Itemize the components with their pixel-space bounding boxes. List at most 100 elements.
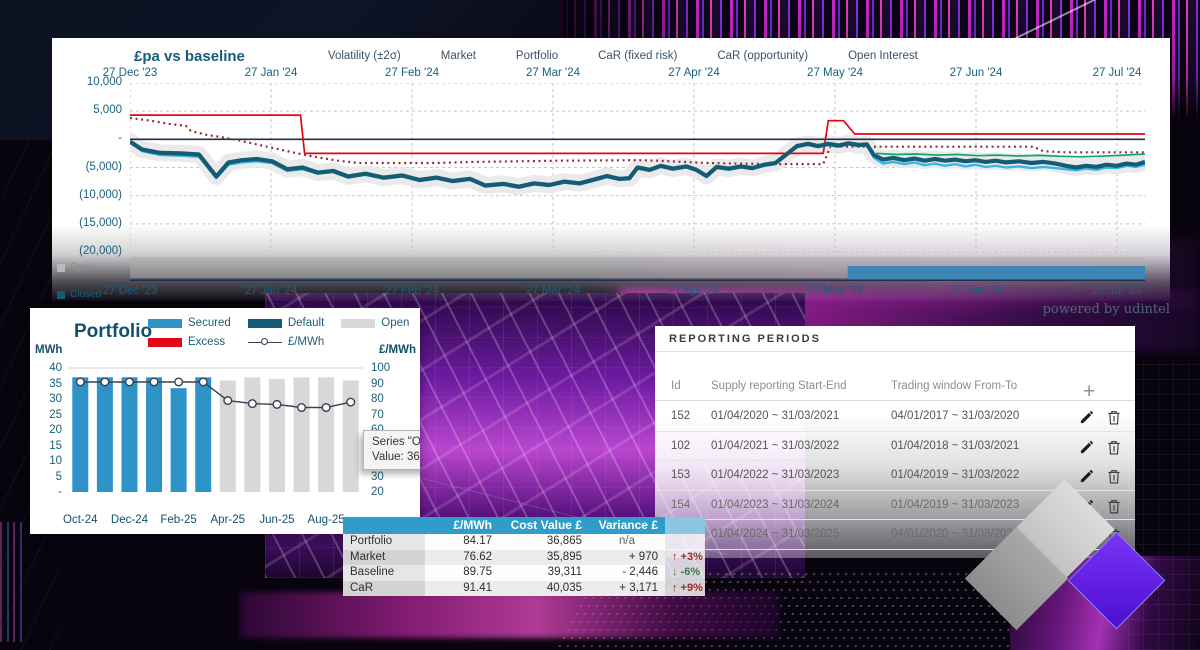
x-tick-label: 27 Apr '24	[668, 285, 720, 297]
legend-item-default[interactable]: Default	[247, 317, 324, 329]
legend-label: £/MWh	[287, 336, 325, 348]
main-chart-legend: Volatility (±2σ) Market Portfolio CaR (fixe…	[321, 50, 918, 62]
x-tick-label: 27 Feb '24	[385, 285, 439, 297]
delete-icon[interactable]	[1107, 410, 1122, 425]
variance-percent	[665, 534, 705, 550]
delete-icon[interactable]	[1107, 440, 1122, 455]
legend-item-car-opportunity[interactable]: CaR (opportunity)	[710, 50, 808, 62]
line-marker-2	[124, 377, 134, 387]
variance-value: - 2,446	[589, 565, 665, 581]
period-supply: 01/04/2024 ~ 31/03/2025	[711, 528, 840, 540]
line-marker-7	[247, 399, 257, 409]
left-tick: 40	[49, 362, 62, 374]
bar-open-6	[219, 380, 236, 492]
add-period-button[interactable]: +	[1083, 380, 1096, 403]
line-marker-0	[75, 377, 85, 387]
period-id: 153	[671, 469, 691, 481]
pa-vs-baseline-chart-panel: £pa vs baseline Volatility (±2σ) Market Po…	[52, 38, 1170, 301]
reporting-period-row[interactable]: 152 01/04/2020 ~ 31/03/2021 04/01/2017 ~ 3…	[655, 402, 1135, 432]
legend-label: Secured	[188, 317, 231, 329]
variance-mwh: 76.62	[425, 549, 499, 565]
legend-item-market[interactable]: Market	[434, 50, 476, 62]
strip-legend-closed: Closed	[57, 289, 101, 300]
variance-header-blank-4	[665, 517, 705, 534]
x-tick-label: 27 Feb '24	[385, 67, 439, 79]
line-marker-6	[223, 396, 233, 406]
right-axis-label: £/MWh	[378, 344, 416, 356]
strip-label: Closed	[70, 289, 102, 300]
variance-mwh: 84.17	[425, 534, 499, 550]
variance-row-label: Market	[343, 549, 425, 565]
strip-legend-open: Open	[57, 262, 94, 273]
x-tick-label: 27 Jan '24	[244, 67, 298, 79]
variance-header-variance: Variance £	[589, 517, 665, 534]
legend-item-volatility-2[interactable]: Volatility (±2σ)	[321, 50, 401, 62]
legend-swatch-open	[341, 318, 376, 328]
main-chart-header: £pa vs baseline Volatility (±2σ) Market Po…	[52, 45, 1170, 67]
legend-item-mwh[interactable]: £/MWh	[247, 336, 325, 348]
legend-marker	[260, 337, 268, 345]
portfolio-title: Portfolio	[74, 321, 153, 342]
bar-secured-1	[96, 377, 113, 492]
edit-icon[interactable]	[1079, 410, 1094, 425]
col-id: Id	[671, 380, 681, 392]
portfolio-chart-panel: Portfolio Secured Default Open Excess £/MWh …	[30, 308, 420, 534]
x-tick-label: Apr-25	[210, 514, 246, 526]
bar-open-8	[268, 378, 285, 492]
variance-table: £/MWh Cost Value £ Variance £ Portfolio 84.1…	[343, 517, 705, 596]
variance-value: n/a	[589, 534, 665, 550]
main-chart-plot	[130, 83, 1145, 281]
legend-item-open[interactable]: Open	[341, 317, 409, 329]
left-tick: -	[58, 486, 62, 498]
variance-header-cost-value: Cost Value £	[499, 517, 589, 534]
edit-icon[interactable]	[1079, 440, 1094, 455]
period-trading: 01/04/2018 ~ 31/03/2021	[891, 439, 1020, 452]
legend-item-car-fixed-risk[interactable]: CaR (fixed risk)	[591, 50, 677, 62]
legend-label: Volatility (±2σ)	[327, 50, 401, 62]
legend-item-secured[interactable]: Secured	[148, 317, 231, 329]
portfolio-plot	[68, 367, 363, 492]
x-tick-label: 27 Jan '24	[244, 285, 298, 297]
line-marker-3	[149, 377, 159, 387]
variance-cost: 39,311	[499, 565, 589, 581]
variance-row-label: Portfolio	[343, 534, 425, 550]
reporting-table-header: Id Supply reporting Start-End Trading wi…	[655, 376, 1135, 403]
strip-swatch	[57, 263, 65, 272]
delete-icon[interactable]	[1107, 499, 1122, 514]
x-tick-label: Aug-25	[307, 514, 345, 526]
legend-item-portfolio[interactable]: Portfolio	[509, 50, 558, 62]
line-marker-11	[346, 397, 356, 407]
delete-icon[interactable]	[1107, 469, 1122, 484]
legend-label: Excess	[188, 336, 226, 348]
legend-label: CaR (fixed risk)	[598, 50, 678, 62]
left-tick: 15	[49, 439, 62, 452]
x-tick-label: 27 Dec '23	[102, 285, 158, 297]
legend-item-open-interest[interactable]: Open Interest	[841, 50, 918, 62]
col-trading: Trading window From-To	[891, 380, 1018, 392]
powered-by-watermark: powered by udintel	[1042, 302, 1170, 317]
y-tick-label: (20,000)	[79, 245, 122, 258]
reporting-period-row[interactable]: 153 01/04/2022 ~ 31/03/2023 01/04/2019 ~ 3…	[655, 461, 1135, 491]
x-tick-label: 27 Mar '24	[526, 67, 580, 79]
edit-icon[interactable]	[1079, 469, 1094, 484]
right-tick: 90	[371, 377, 384, 390]
legend-item-excess[interactable]: Excess	[148, 336, 231, 348]
left-tick: 10	[49, 455, 62, 467]
legend-label: CaR (opportunity)	[717, 50, 809, 62]
background-bottom-streaks	[240, 592, 780, 638]
line-marker-8	[272, 399, 282, 409]
reporting-period-row[interactable]: 102 01/04/2021 ~ 31/03/2022 01/04/2018 ~ 3…	[655, 432, 1135, 461]
period-supply: 01/04/2020 ~ 31/03/2021	[711, 410, 840, 422]
legend-label: Portfolio	[515, 50, 559, 62]
x-tick-label: Oct-24	[63, 514, 98, 526]
x-tick-label: 27 May '24	[807, 285, 863, 297]
variance-header-blank-0	[343, 517, 425, 534]
period-trading: 04/01/2017 ~ 31/03/2020	[891, 410, 1020, 422]
bar-secured-4	[170, 388, 187, 492]
bar-secured-0	[72, 377, 89, 492]
tooltip-series: Series "Op	[372, 436, 420, 448]
period-trading: 01/04/2019 ~ 31/03/2022	[891, 469, 1020, 481]
period-id: 152	[671, 410, 691, 422]
bar-open-11	[342, 380, 359, 492]
